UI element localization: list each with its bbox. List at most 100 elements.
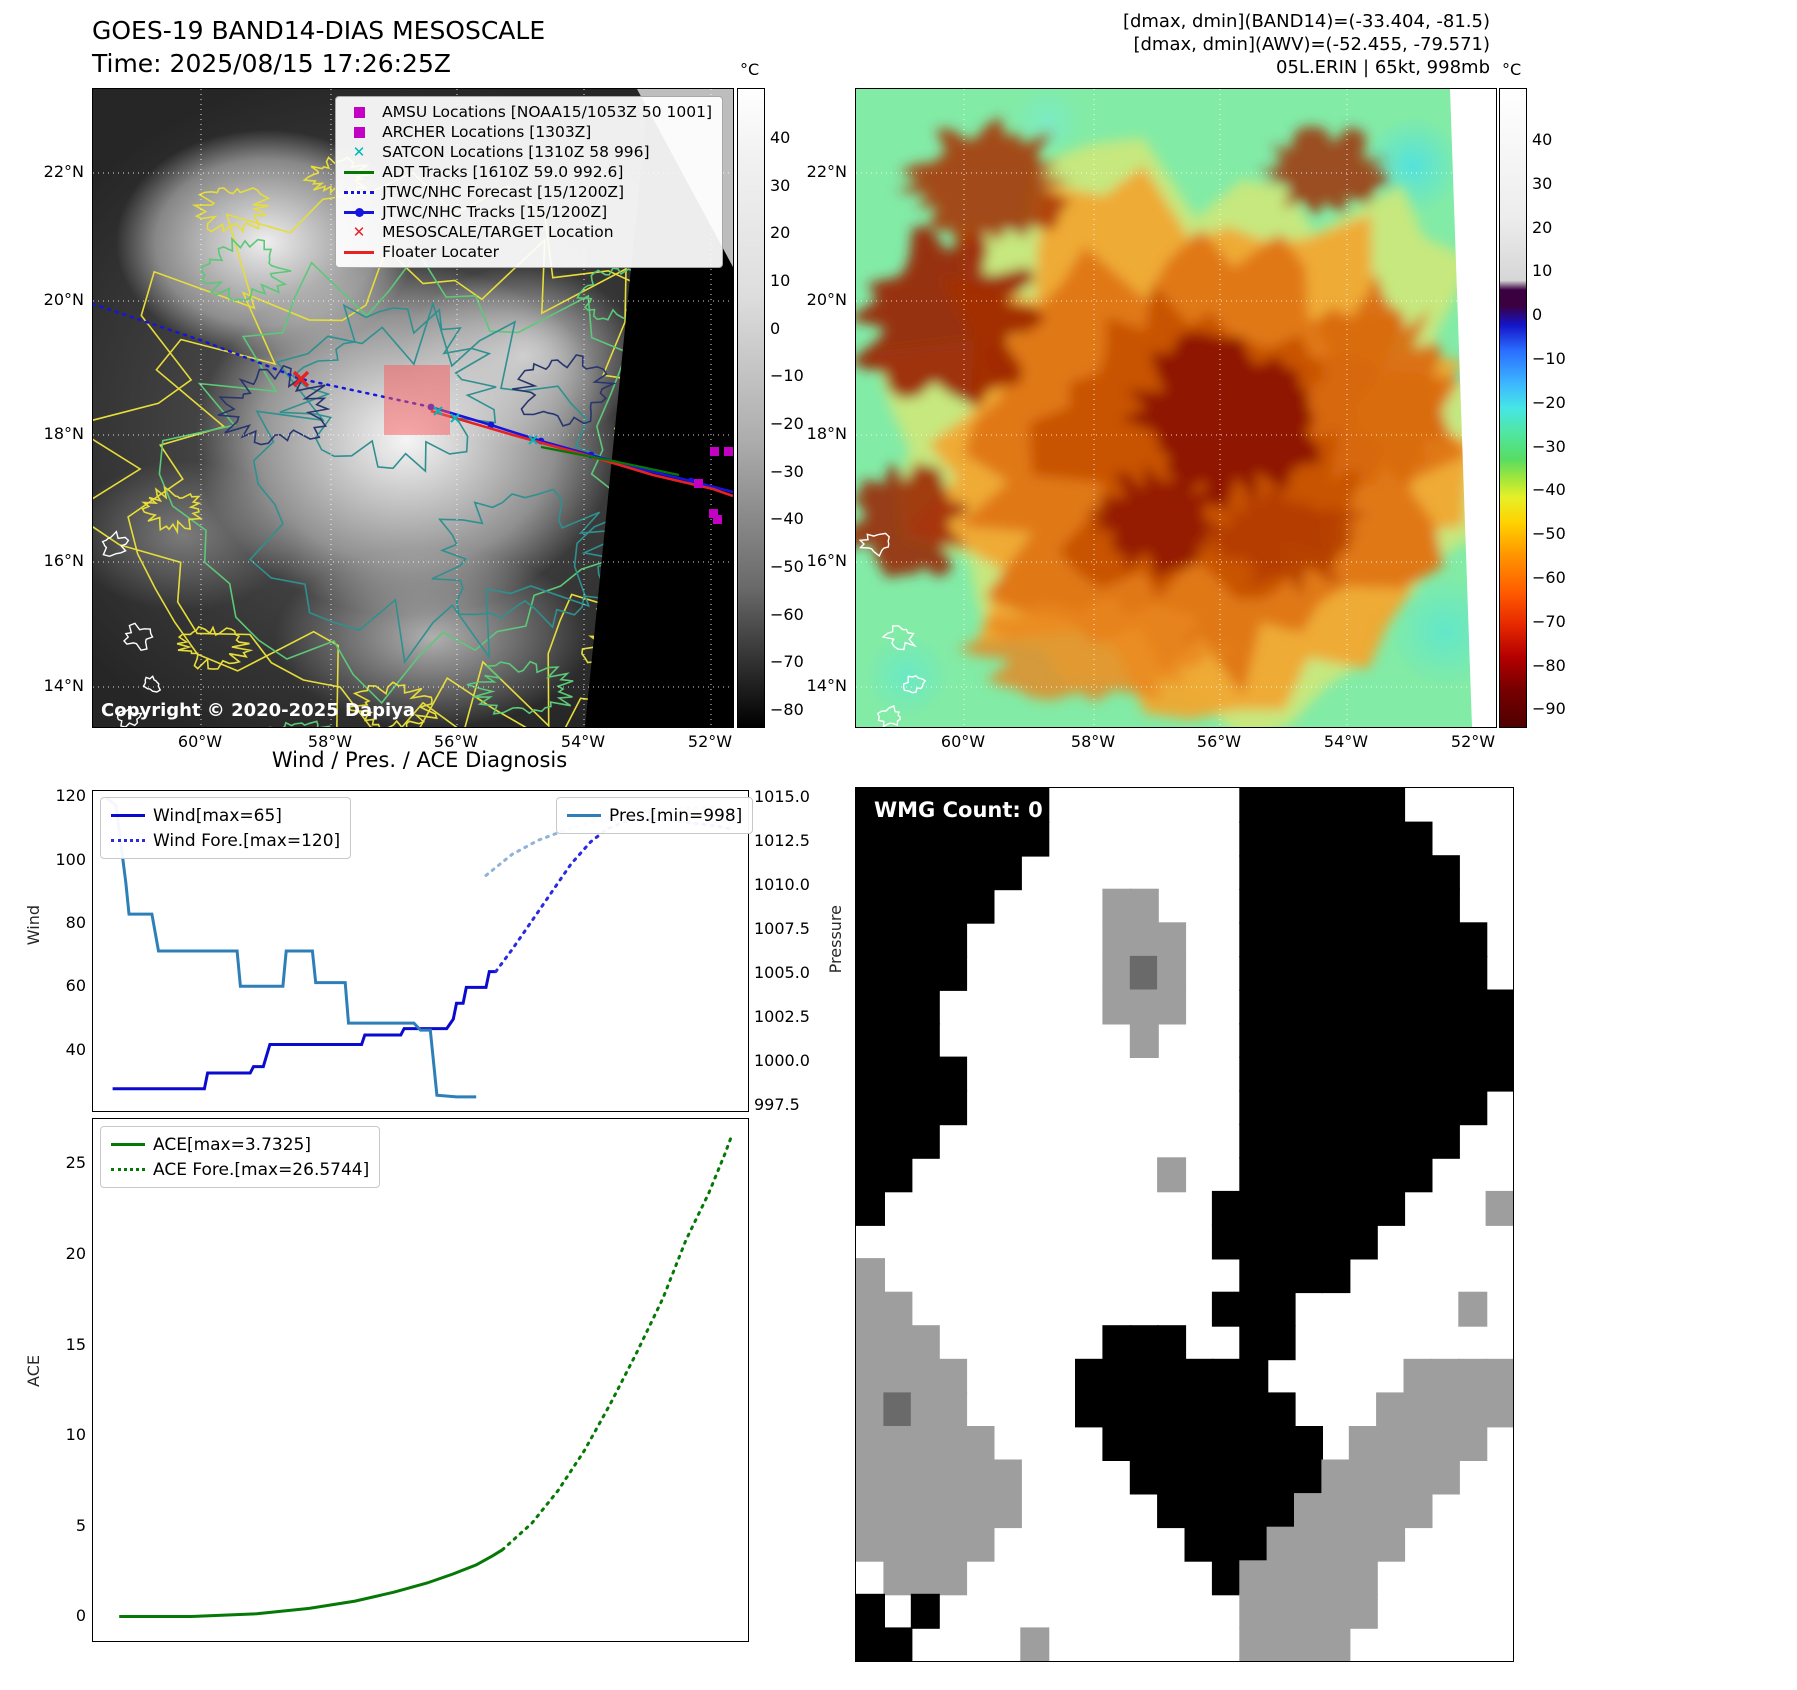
wind-legend: Wind[max=65] Wind Fore.[max=120] xyxy=(100,797,352,859)
series-wind-forecast xyxy=(494,818,734,974)
cloud-blob xyxy=(1255,126,1393,218)
series-ace xyxy=(119,1548,504,1618)
lat-tick-label: 14°N xyxy=(806,676,847,695)
legend-label: JTWC/NHC Tracks [15/1200Z] xyxy=(382,203,608,221)
square-marker-icon xyxy=(342,126,376,138)
lat-tick-label: 16°N xyxy=(806,551,847,570)
colorbar-tick-label: −50 xyxy=(770,556,804,576)
legend-item: JTWC/NHC Forecast [15/1200Z] xyxy=(342,182,712,202)
ace-chart xyxy=(92,1118,749,1642)
ytick-right-label: 1007.5 xyxy=(754,918,810,938)
lon-tick-label: 54°W xyxy=(560,732,606,751)
cloud-blob xyxy=(896,116,1074,247)
lon-tick-label: 60°W xyxy=(940,732,986,751)
colorbar-tick-label: −20 xyxy=(770,413,804,433)
colorbar-tick-label: 40 xyxy=(770,128,791,147)
legend-label: Wind[max=65] xyxy=(153,805,282,826)
legend-label: MESOSCALE/TARGET Location xyxy=(382,223,614,241)
colorbar-tick-label: −80 xyxy=(1532,655,1566,675)
dot-icon xyxy=(355,207,365,217)
contour-line xyxy=(279,303,497,473)
ytick-right-label: 1012.5 xyxy=(754,830,810,850)
contour-line xyxy=(512,354,617,427)
lat-tick-label: 20°N xyxy=(43,290,84,309)
amsu-square-marker xyxy=(709,509,718,518)
amsu-square-marker xyxy=(724,447,733,456)
legend-item: ACE Fore.[max=26.5744] xyxy=(111,1157,369,1182)
ytick-left-label: 15 xyxy=(65,1334,86,1354)
legend-label: ADT Tracks [1610Z 59.0 992.6] xyxy=(382,163,624,181)
colorbar-tick-label: −70 xyxy=(1532,611,1566,631)
ytick-left-label: 60 xyxy=(65,976,86,996)
tr-colorbar xyxy=(1499,88,1527,728)
lat-tick-label: 22°N xyxy=(806,162,847,181)
wmg-count-label: WMG Count: 0 xyxy=(874,798,1043,822)
tl-title-block: GOES-19 BAND14-DIAS MESOSCALE Time: 2025… xyxy=(92,14,545,80)
series-pressure xyxy=(105,796,477,1099)
legend-label: AMSU Locations [NOAA15/1053Z 50 1001] xyxy=(382,103,712,121)
lon-tick-label: 60°W xyxy=(177,732,223,751)
solid-line-icon xyxy=(111,814,145,817)
contour-line xyxy=(346,681,438,727)
x-marker-icon: ✕ xyxy=(342,224,376,240)
legend-label: ARCHER Locations [1303Z] xyxy=(382,123,592,141)
ytick-left-label: 120 xyxy=(55,786,86,806)
lon-tick-label: 58°W xyxy=(307,732,353,751)
contour-line xyxy=(191,187,271,234)
copyright-text: Copyright © 2020-2025 Dapiya xyxy=(101,700,416,721)
tr-header-line: [dmax, dmin](BAND14)=(-33.404, -81.5) xyxy=(1122,11,1490,32)
map-legend: AMSU Locations [NOAA15/1053Z 50 1001] ARC… xyxy=(335,96,723,268)
legend-item: ARCHER Locations [1303Z] xyxy=(342,122,712,142)
line-marker-icon xyxy=(342,170,376,174)
legend-label: Floater Locater xyxy=(382,243,500,261)
legend-label: Wind Fore.[max=120] xyxy=(153,830,341,851)
off-swath-region xyxy=(1450,89,1496,727)
colorbar-tick-label: 10 xyxy=(770,270,791,290)
ytick-right-label: 1015.0 xyxy=(754,787,810,807)
charts-title: Wind / Pres. / ACE Diagnosis xyxy=(271,748,568,772)
colorbar-tick-label: −30 xyxy=(1532,436,1566,456)
ace-axis-label: ACE xyxy=(24,1355,43,1387)
band14-satellite-map: AMSU Locations [NOAA15/1053Z 50 1001] ARC… xyxy=(92,88,734,728)
satcon-x-marker xyxy=(433,406,443,416)
ytick-right-label: 1002.5 xyxy=(754,1006,810,1026)
legend-label: JTWC/NHC Forecast [15/1200Z] xyxy=(382,183,625,201)
satcon-x-marker xyxy=(450,413,460,423)
panel-title: GOES-19 BAND14-DIAS MESOSCALE xyxy=(92,16,546,45)
grayscale-gradient xyxy=(738,89,764,727)
tr-header-line: [dmax, dmin](AWV)=(-52.455, -79.571) xyxy=(1133,34,1490,55)
colorbar-tick-label: −60 xyxy=(770,604,804,624)
lat-tick-label: 16°N xyxy=(43,551,84,570)
cloud-blob xyxy=(1084,462,1227,579)
colorbar-tick-label: −40 xyxy=(1532,480,1566,500)
amsu-square-marker xyxy=(713,515,722,524)
legend-label: Pres.[min=998] xyxy=(609,805,743,826)
colorbar-tick-label: −40 xyxy=(770,509,804,529)
tl-colorbar xyxy=(737,88,765,728)
amsu-square-marker xyxy=(710,447,719,456)
legend-item: ADT Tracks [1610Z 59.0 992.6] xyxy=(342,162,712,182)
lat-tick-label: 20°N xyxy=(806,290,847,309)
tr-header-line: 05L.ERIN | 65kt, 998mb xyxy=(1276,57,1490,78)
cloud-blob xyxy=(957,597,1248,702)
contour-line xyxy=(248,300,636,665)
contour-line xyxy=(431,488,620,629)
ytick-right-label: 1000.0 xyxy=(754,1050,810,1070)
colorbar-tick-label: 40 xyxy=(1532,130,1553,149)
lon-tick-label: 58°W xyxy=(1070,732,1116,751)
rainbow-gradient xyxy=(1500,89,1526,727)
contour-line xyxy=(141,485,204,535)
colorbar-tick-label: −10 xyxy=(770,366,804,386)
wmg-count-panel: WMG Count: 0 xyxy=(855,787,1514,1662)
panel-timestamp: Time: 2025/08/15 17:26:25Z xyxy=(92,49,451,78)
tr-header-block: [dmax, dmin](BAND14)=(-33.404, -81.5) [dm… xyxy=(1123,10,1490,79)
colorbar-tick-label: −10 xyxy=(1532,349,1566,368)
contour-line xyxy=(176,625,254,670)
satcon-x-marker xyxy=(528,435,538,445)
legend-item: Wind Fore.[max=120] xyxy=(111,828,340,853)
series-wind xyxy=(112,970,496,1091)
lat-tick-label: 18°N xyxy=(43,424,84,443)
swatch xyxy=(344,207,375,217)
ytick-left-label: 10 xyxy=(65,1425,86,1445)
solid-line-icon xyxy=(111,1143,145,1146)
